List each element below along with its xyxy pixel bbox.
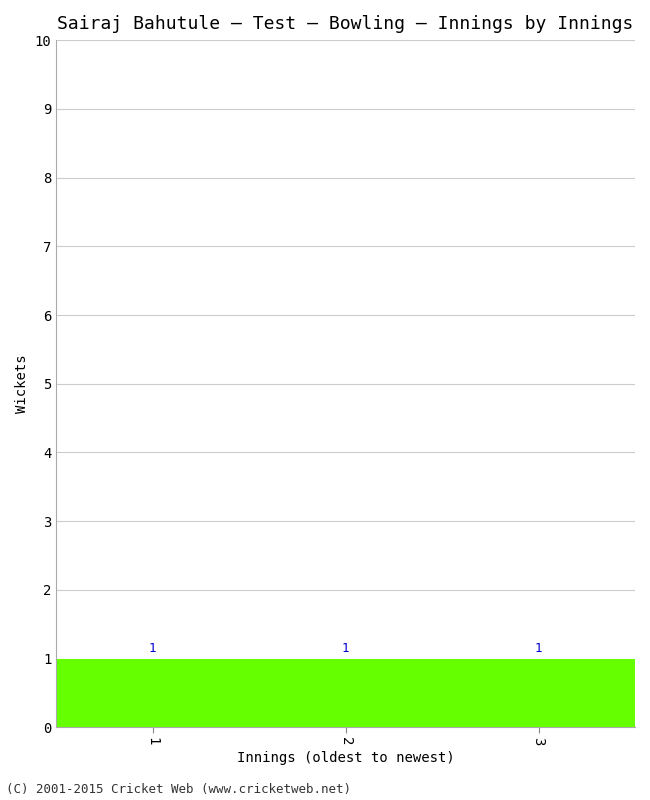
Title: Sairaj Bahutule – Test – Bowling – Innings by Innings: Sairaj Bahutule – Test – Bowling – Innin…	[57, 15, 634, 33]
Bar	[249, 658, 442, 727]
Text: 1: 1	[342, 642, 349, 655]
Text: 1: 1	[149, 642, 157, 655]
Text: 1: 1	[535, 642, 542, 655]
X-axis label: Innings (oldest to newest): Innings (oldest to newest)	[237, 751, 454, 765]
Bar	[56, 658, 249, 727]
Bar	[442, 658, 635, 727]
Text: (C) 2001-2015 Cricket Web (www.cricketweb.net): (C) 2001-2015 Cricket Web (www.cricketwe…	[6, 783, 352, 796]
Y-axis label: Wickets: Wickets	[15, 354, 29, 413]
